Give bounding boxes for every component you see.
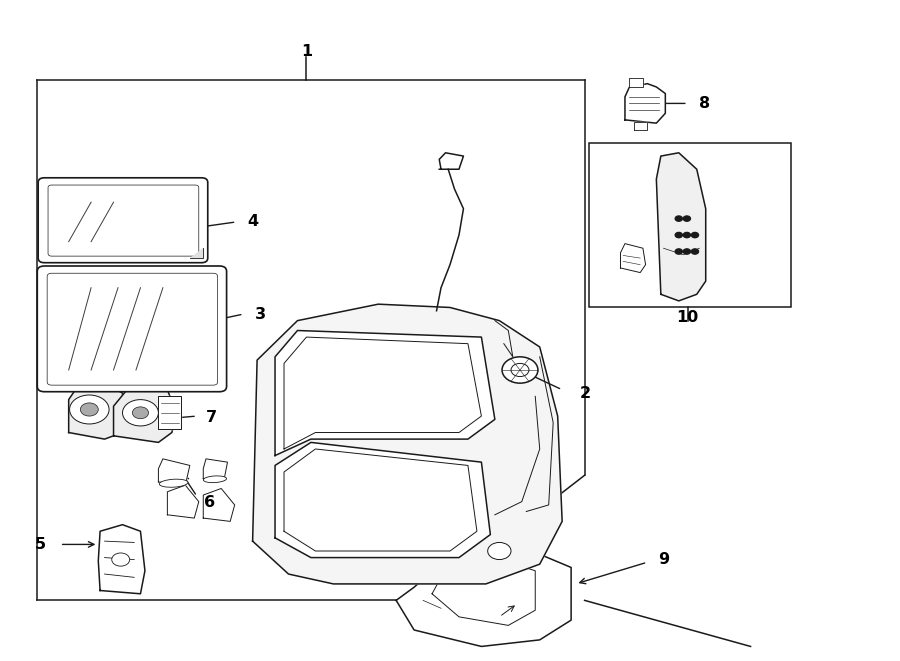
Circle shape [675,216,682,221]
Text: 3: 3 [255,307,266,321]
Polygon shape [158,397,181,429]
Circle shape [691,233,698,238]
FancyBboxPatch shape [37,266,227,392]
Polygon shape [275,330,495,455]
Polygon shape [275,442,490,558]
Ellipse shape [159,479,188,487]
Circle shape [675,249,682,254]
Text: 9: 9 [658,552,670,567]
Polygon shape [634,122,647,130]
Circle shape [80,403,98,416]
Text: 10: 10 [677,310,699,325]
Circle shape [511,364,529,377]
Polygon shape [656,153,706,301]
Polygon shape [396,555,572,646]
Polygon shape [253,304,562,584]
Circle shape [683,233,690,238]
Polygon shape [68,383,122,439]
Text: 5: 5 [35,537,46,552]
Polygon shape [167,485,199,518]
Polygon shape [203,488,235,522]
Circle shape [69,395,109,424]
Polygon shape [190,249,203,258]
Circle shape [488,543,511,560]
FancyBboxPatch shape [38,178,208,262]
Circle shape [675,233,682,238]
Text: 8: 8 [698,96,710,111]
Text: 6: 6 [204,496,215,510]
Polygon shape [113,383,176,442]
FancyBboxPatch shape [48,185,199,256]
Polygon shape [620,244,645,272]
FancyBboxPatch shape [47,273,218,385]
Bar [590,143,791,307]
Polygon shape [203,459,228,481]
Polygon shape [98,525,145,594]
Circle shape [691,249,698,254]
Ellipse shape [203,476,227,483]
Circle shape [683,216,690,221]
Circle shape [132,407,148,418]
Polygon shape [629,79,643,87]
Text: 1: 1 [301,44,312,59]
Text: 7: 7 [206,410,217,425]
Text: 4: 4 [248,214,258,229]
Circle shape [122,400,158,426]
Circle shape [502,357,538,383]
Text: 2: 2 [580,385,591,401]
Circle shape [112,553,130,566]
Polygon shape [158,459,190,485]
Polygon shape [625,84,665,123]
Circle shape [683,249,690,254]
